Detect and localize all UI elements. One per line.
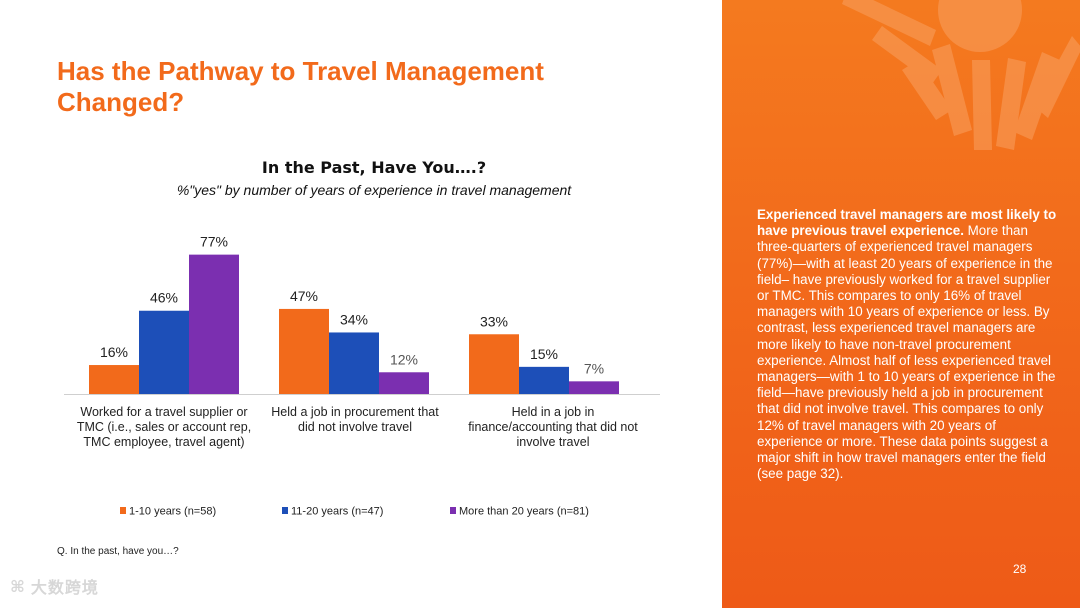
data-label-1-2: 47% — [290, 288, 318, 304]
bar-1-3 — [469, 334, 519, 394]
data-label-1-3: 33% — [480, 313, 508, 329]
bar-2-2 — [329, 332, 379, 394]
summary-text: Experienced travel managers are most lik… — [757, 207, 1062, 482]
page-number: 28 — [1013, 562, 1027, 576]
data-label-1-1: 16% — [100, 344, 128, 360]
bar-2-3 — [519, 366, 569, 394]
bar-1-1 — [89, 365, 139, 394]
legend-swatch-3 — [450, 507, 456, 514]
category-label-2: Held a job in procurement that did not in… — [271, 405, 439, 434]
data-label-3-3: 7% — [584, 360, 604, 376]
data-label-3-2: 12% — [390, 351, 418, 367]
data-label-2-3: 15% — [530, 346, 558, 362]
slide-title: Has the Pathway to Travel Management Cha… — [57, 56, 544, 117]
legend-label-3: More than 20 years (n=81) — [459, 506, 589, 518]
bar-3-3 — [569, 381, 619, 394]
bar-chart: 16% 47% 33% 46% 34% 15% 77% 12% 7% Worked for a t… — [64, 234, 660, 518]
category-label-1: Worked for a travel supplier or TMC (i.e.… — [77, 405, 251, 449]
data-label-3-1: 77% — [200, 234, 228, 250]
chart-subtitle: %"yes" by number of years of experience … — [176, 182, 572, 198]
watermark: ⌘ 大数跨境 — [10, 574, 99, 598]
bar-1-2 — [279, 308, 329, 394]
sun-rays-icon — [842, 0, 1080, 150]
summary-body: More than three-quarters of experienced … — [757, 223, 1056, 482]
bar-2-1 — [139, 310, 189, 394]
bar-3-2 — [379, 372, 429, 394]
logo-icon: ⌘ — [10, 576, 25, 596]
summary-lead: Experienced travel managers are most lik… — [757, 207, 1057, 239]
legend-swatch-2 — [282, 507, 288, 514]
data-label-2-2: 34% — [340, 311, 368, 327]
legend-label-2: 11-20 years (n=47) — [291, 506, 383, 518]
footnote: Q. In the past, have you…? — [57, 546, 179, 557]
category-label-3: Held in a job in finance/accounting that … — [468, 405, 638, 449]
data-label-2-1: 46% — [150, 290, 178, 306]
side-panel: Experienced travel managers are most lik… — [722, 0, 1080, 608]
bar-3-1 — [189, 254, 239, 394]
watermark-text: 大数跨境 — [30, 578, 99, 597]
legend-label-1: 1-10 years (n=58) — [129, 506, 216, 518]
chart-title: In the Past, Have You….? — [261, 158, 487, 177]
legend-swatch-1 — [120, 507, 126, 514]
